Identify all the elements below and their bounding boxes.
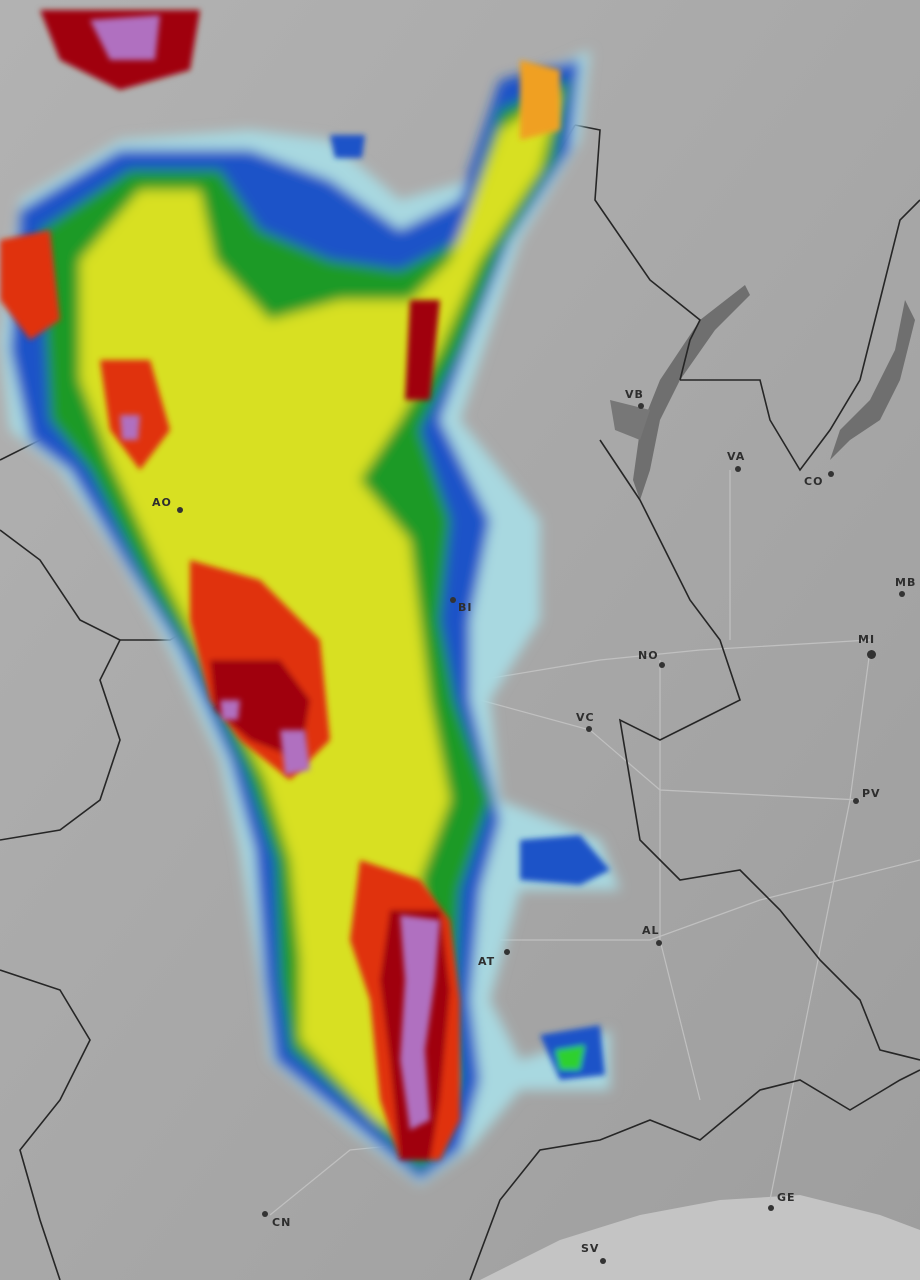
city-dot-icon — [768, 1205, 774, 1211]
city-dot-icon — [659, 662, 665, 668]
city-dot-icon — [586, 726, 592, 732]
city-dot-icon — [638, 403, 644, 409]
city-dot-icon — [262, 1211, 268, 1217]
radar-echoes — [0, 10, 620, 1185]
lake-orta — [610, 400, 650, 440]
road-network — [269, 470, 920, 1216]
city-dot-icon — [450, 597, 456, 603]
city-dot-icon — [600, 1258, 606, 1264]
city-label: GE — [777, 1191, 796, 1204]
city-dot-icon — [867, 650, 876, 659]
city-label: MB — [895, 576, 917, 589]
city-dot-icon — [177, 507, 183, 513]
city-label: AO — [152, 496, 172, 509]
city-dot-icon — [899, 591, 905, 597]
city-dot-icon — [735, 466, 741, 472]
city-label: AT — [478, 955, 496, 968]
lake-como — [830, 300, 915, 460]
city-dot-icon — [656, 940, 662, 946]
city-dot-icon — [828, 471, 834, 477]
city-label: CO — [804, 475, 824, 488]
city-dot-icon — [504, 949, 510, 955]
sea-area — [480, 1195, 920, 1280]
city-label: CN — [272, 1216, 292, 1229]
city-label: SV — [581, 1242, 600, 1255]
city-label: PV — [862, 787, 881, 800]
city-dot-icon — [853, 798, 859, 804]
city-label: VA — [727, 450, 746, 463]
city-label: VB — [625, 388, 644, 401]
city-label: VC — [576, 711, 595, 724]
lake-maggiore — [633, 285, 750, 500]
city-label: AL — [642, 924, 660, 937]
city-label: MI — [858, 633, 876, 646]
city-label: BI — [458, 601, 473, 614]
city-label: NO — [638, 649, 659, 662]
